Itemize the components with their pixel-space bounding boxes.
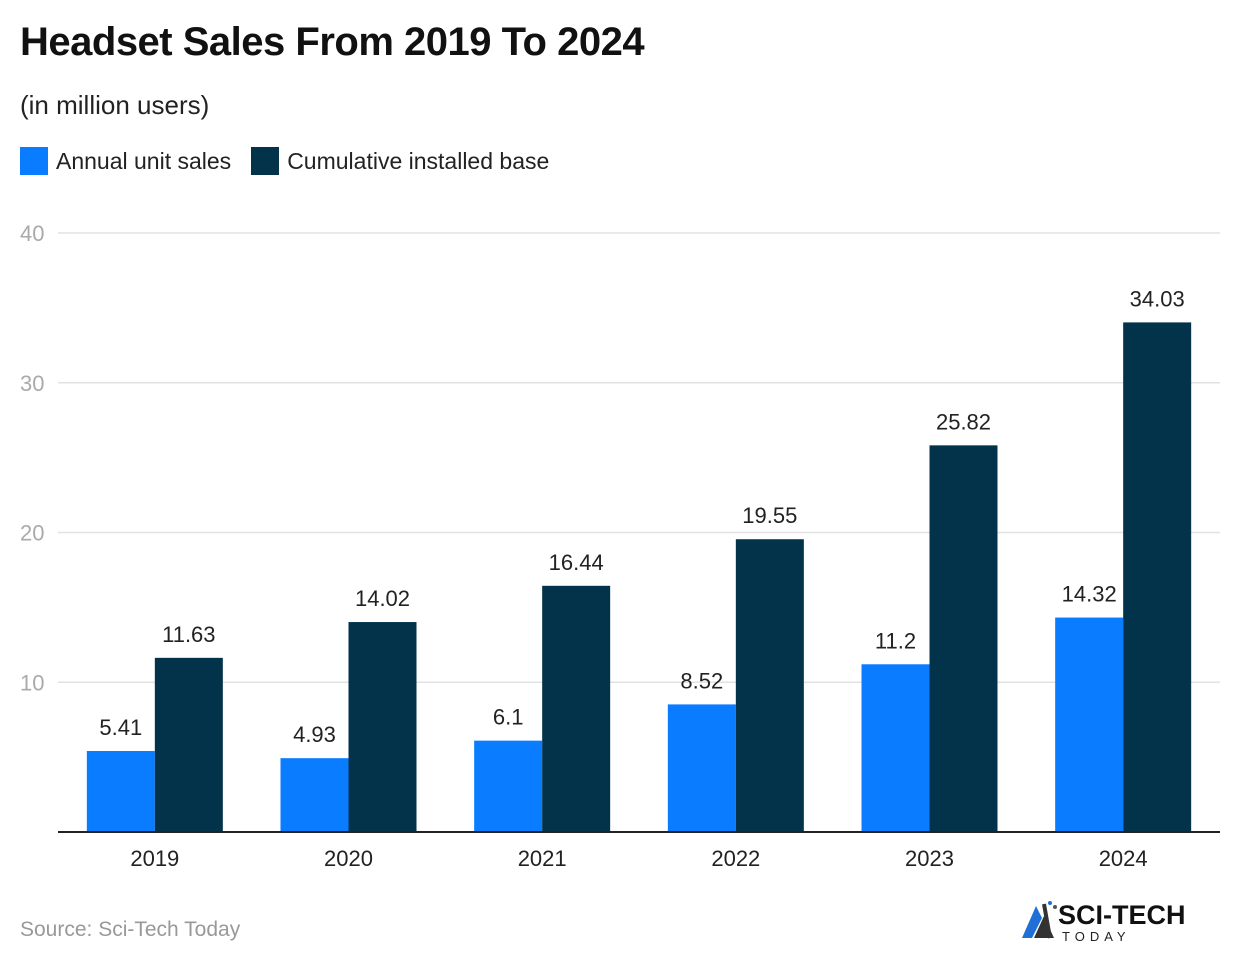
data-label: 11.2 [875,628,916,653]
data-label: 4.93 [293,722,336,747]
y-tick-label: 30 [20,371,44,396]
legend-label-annual: Annual unit sales [56,147,232,174]
bar-annual [1055,617,1124,832]
bar-annual [861,664,930,832]
x-tick-label: 2024 [1099,846,1148,871]
y-tick-label: 10 [20,670,44,695]
bar-annual [667,704,736,832]
x-tick-label: 2019 [130,846,179,871]
data-label: 14.02 [355,586,410,611]
x-tick-label: 2022 [711,846,760,871]
sci-tech-today-logo: SCI-TECH TODAY [1020,898,1200,944]
y-tick-label: 20 [20,521,44,546]
bar-cumulative [929,445,998,832]
svg-text:SCI-TECH: SCI-TECH [1058,900,1186,930]
chart-subtitle: (in million users) [20,90,210,120]
legend-label-cumulative: Cumulative installed base [287,147,550,174]
bar-cumulative [735,539,804,832]
data-label: 5.41 [99,715,142,740]
logo-icon: SCI-TECH TODAY [1022,900,1186,944]
data-label: 25.82 [936,409,991,434]
data-label: 6.1 [493,705,524,730]
bar-cumulative [348,622,417,832]
data-label: 14.32 [1062,582,1117,607]
bar-cumulative [154,657,223,832]
source-note: Source: Sci-Tech Today [20,918,241,941]
y-tick-label: 40 [20,221,44,246]
legend-swatch-annual [20,147,48,175]
x-tick-label: 2020 [324,846,373,871]
bar-annual [280,758,349,832]
data-label: 19.55 [742,503,797,528]
bar-annual [474,740,543,832]
legend-swatch-cumulative [251,147,280,175]
bar-cumulative [1123,322,1192,832]
data-label: 8.52 [680,668,723,693]
legend: Annual unit sales Cumulative installed b… [20,147,569,175]
svg-text:TODAY: TODAY [1062,929,1131,944]
legend-item-cumulative: Cumulative installed base [251,147,549,175]
data-label: 16.44 [549,550,604,575]
x-tick-label: 2023 [905,846,954,871]
chart-title: Headset Sales From 2019 To 2024 [20,20,645,64]
bar-cumulative [542,585,611,832]
x-tick-label: 2021 [518,846,567,871]
bar-annual [86,750,155,832]
data-label: 34.03 [1130,286,1185,311]
data-label: 11.63 [162,622,215,647]
legend-item-annual: Annual unit sales [20,147,231,175]
